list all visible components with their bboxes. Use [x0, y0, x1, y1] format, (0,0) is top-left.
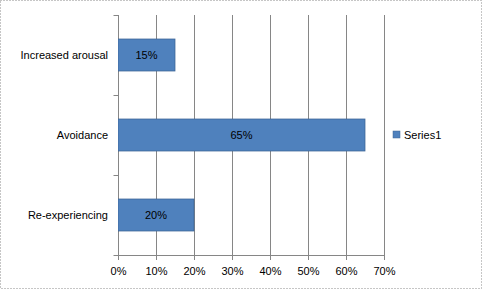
category-label: Avoidance	[57, 129, 108, 141]
tick-label: 60%	[335, 265, 357, 277]
chart-border	[1, 1, 482, 289]
category-tick	[114, 15, 119, 16]
chart: 0% 10% 20% 30% 40% 50% 60% 70% Re-experiencing Av…	[0, 0, 482, 289]
tick-label: 70%	[373, 265, 395, 277]
category-tick	[114, 175, 119, 176]
data-label: 65%	[230, 129, 252, 141]
legend: Series1	[393, 129, 441, 141]
tick-label: 0%	[111, 265, 127, 277]
tick-label: 50%	[297, 265, 319, 277]
data-label: 15%	[135, 49, 157, 61]
grid-line	[384, 15, 385, 255]
legend-label: Series1	[404, 129, 441, 141]
tick-label: 30%	[221, 265, 243, 277]
category-label: Increased arousal	[21, 49, 108, 61]
data-labels: 20% 65% 15%	[135, 49, 252, 221]
category-tick	[114, 95, 119, 96]
bar	[118, 39, 175, 71]
category-tick	[114, 255, 119, 256]
bars	[118, 39, 365, 231]
data-label: 20%	[145, 209, 167, 221]
tick-label: 20%	[183, 265, 205, 277]
bar	[118, 119, 365, 151]
legend-swatch	[393, 131, 400, 138]
x-axis	[118, 255, 384, 256]
bar	[118, 199, 194, 231]
category-label: Re-experiencing	[28, 209, 108, 221]
tick-mark	[384, 255, 385, 260]
tick-label: 40%	[259, 265, 281, 277]
tick-label: 10%	[145, 265, 167, 277]
